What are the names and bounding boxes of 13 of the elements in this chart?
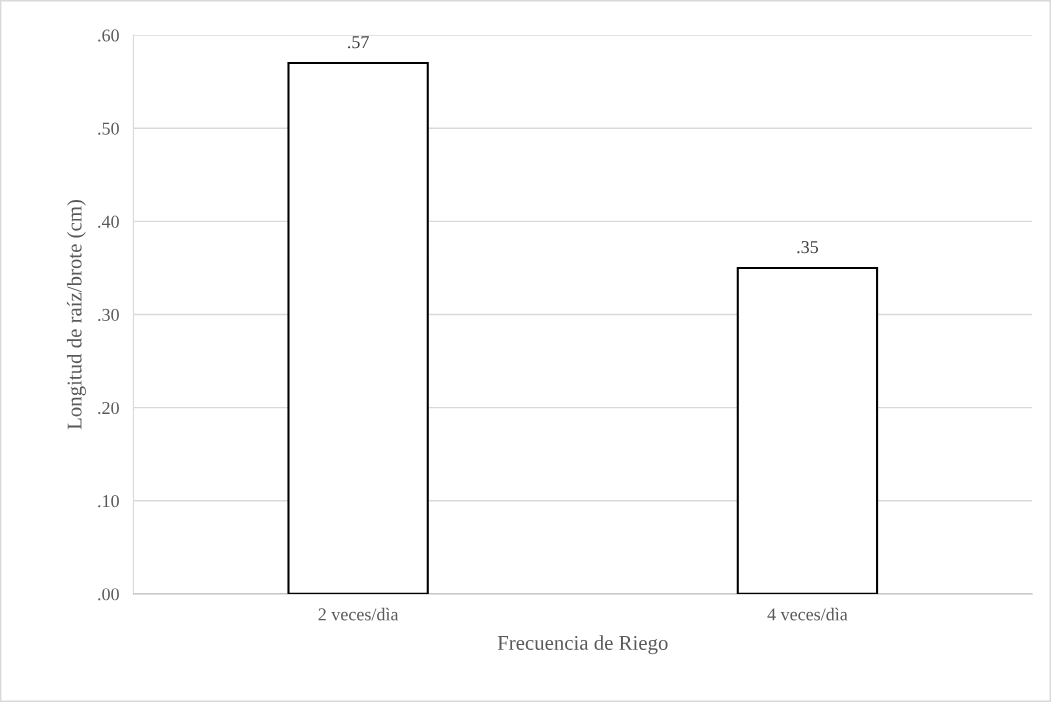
data-label: .57	[348, 36, 369, 49]
y-axis-title: Longitud de raíz/brote (cm)	[66, 200, 86, 430]
x-axis-title: Frecuencia de Riego	[497, 635, 668, 655]
y-tick-label: .40	[98, 215, 119, 228]
y-tick-label: .20	[98, 401, 119, 415]
y-tick-label: .00	[98, 588, 119, 601]
y-tick-label: .10	[98, 495, 119, 508]
y-tick-label: .60	[98, 29, 119, 42]
y-tick-label: .50	[98, 122, 119, 135]
y-tick-label: .30	[98, 308, 119, 322]
x-tick-label: 4 veces/dìa	[767, 607, 848, 621]
x-tick-label: 2 veces/dìa	[318, 607, 399, 621]
data-label: .35	[797, 241, 819, 254]
